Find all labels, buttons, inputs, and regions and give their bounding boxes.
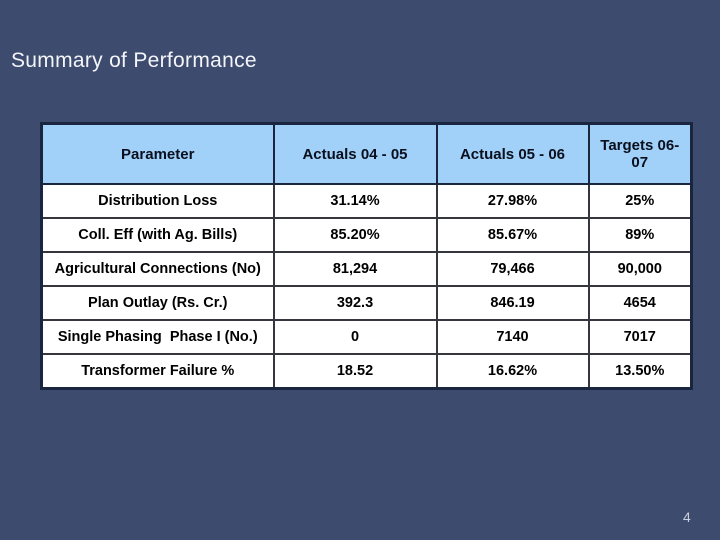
value-cell: 85.67%: [435, 217, 590, 253]
value-cell: 7140: [435, 319, 590, 355]
table-row-collection-efficiency: Coll. Eff (with Ag. Bills) 85.20% 85.67%…: [40, 217, 693, 253]
value-cell: 27.98%: [435, 183, 590, 219]
slide-title: Summary of Performance: [11, 49, 257, 72]
value-cell: 79,466: [435, 251, 590, 287]
value-cell: 31.14%: [272, 183, 438, 219]
parameter-cell: Distribution Loss: [40, 183, 275, 219]
value-cell: 85.20%: [272, 217, 438, 253]
value-cell: 89%: [587, 217, 693, 253]
value-cell: 18.52: [272, 353, 438, 390]
value-cell: 13.50%: [587, 353, 693, 390]
value-cell: 7017: [587, 319, 693, 355]
parameter-cell: Transformer Failure %: [40, 353, 275, 390]
value-cell: 0: [272, 319, 438, 355]
column-header-actuals-04-05: Actuals 04 - 05: [272, 122, 438, 185]
table-row-agricultural-connections: Agricultural Connections (No) 81,294 79,…: [40, 251, 693, 287]
table-header-row: Parameter Actuals 04 - 05 Actuals 05 - 0…: [40, 122, 693, 185]
value-cell: 4654: [587, 285, 693, 321]
performance-summary-table: Parameter Actuals 04 - 05 Actuals 05 - 0…: [40, 122, 693, 390]
value-cell: 25%: [587, 183, 693, 219]
value-cell: 392.3: [272, 285, 438, 321]
slide-page-number: 4: [683, 509, 691, 525]
table-row-transformer-failure: Transformer Failure % 18.52 16.62% 13.50…: [40, 353, 693, 390]
parameter-cell: Plan Outlay (Rs. Cr.): [40, 285, 275, 321]
column-header-parameter: Parameter: [40, 122, 275, 185]
table-row-single-phasing: Single Phasing Phase I (No.) 0 7140 7017: [40, 319, 693, 355]
parameter-cell: Single Phasing Phase I (No.): [40, 319, 275, 355]
table-row-plan-outlay: Plan Outlay (Rs. Cr.) 392.3 846.19 4654: [40, 285, 693, 321]
column-header-actuals-05-06: Actuals 05 - 06: [435, 122, 590, 185]
table-row-distribution-loss: Distribution Loss 31.14% 27.98% 25%: [40, 183, 693, 219]
parameter-cell: Agricultural Connections (No): [40, 251, 275, 287]
value-cell: 90,000: [587, 251, 693, 287]
value-cell: 81,294: [272, 251, 438, 287]
column-header-targets-06-07: Targets 06-07: [587, 122, 693, 185]
parameter-cell: Coll. Eff (with Ag. Bills): [40, 217, 275, 253]
value-cell: 846.19: [435, 285, 590, 321]
value-cell: 16.62%: [435, 353, 590, 390]
